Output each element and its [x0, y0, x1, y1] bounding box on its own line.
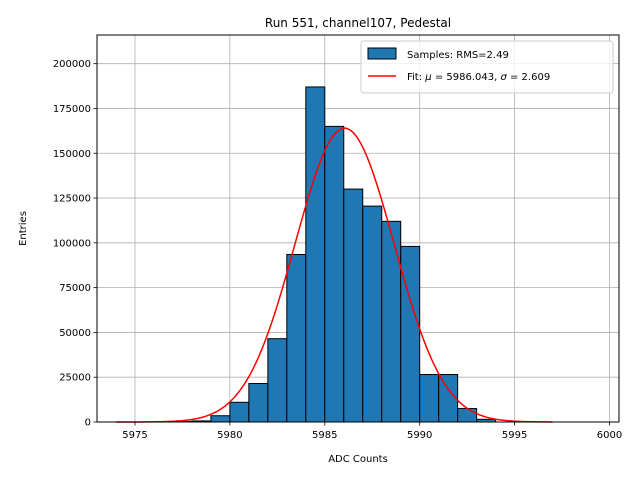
- y-tick-label: 25000: [59, 373, 91, 384]
- y-tick-label: 0: [85, 418, 91, 429]
- histogram-bar: [362, 205, 383, 423]
- legend-label-fit: Fit: μ = 5986.043, σ = 2.609: [407, 72, 550, 83]
- fit-curve-layer: [115, 127, 553, 423]
- x-tick-label: 5995: [502, 430, 527, 441]
- histogram-bar: [324, 125, 345, 423]
- x-tick-label: 5985: [312, 430, 337, 441]
- histogram-bar: [457, 408, 478, 423]
- fit-curve: [115, 127, 553, 423]
- y-tick-label: 150000: [53, 149, 91, 160]
- histogram-bar: [210, 415, 231, 423]
- y-axis-title: Entries: [18, 211, 29, 246]
- x-tick-label: 6000: [597, 430, 622, 441]
- histogram-bar: [305, 86, 326, 423]
- fit-label-mu-value: = 5986.043,: [432, 72, 501, 83]
- histogram-bar: [419, 374, 440, 423]
- y-tick-label: 125000: [53, 194, 91, 205]
- fit-label-sigma-value: = 2.609: [507, 72, 550, 83]
- histogram-bar: [343, 188, 364, 423]
- fit-label-prefix: Fit:: [407, 72, 425, 83]
- sigma-symbol: σ: [500, 72, 507, 83]
- legend-box: [360, 40, 614, 94]
- histogram-bar: [229, 401, 250, 423]
- mu-symbol: μ: [424, 72, 431, 83]
- x-tick-label: 5975: [122, 430, 147, 441]
- histogram-bar: [286, 253, 307, 423]
- legend-swatch-histogram: [367, 47, 397, 60]
- y-tick-label: 50000: [59, 328, 91, 339]
- legend: Samples: RMS=2.49 Fit: μ = 5986.043, σ =…: [360, 40, 614, 94]
- histogram-bar: [400, 245, 421, 423]
- histogram-bar: [381, 220, 402, 423]
- y-tick-label: 100000: [53, 238, 91, 249]
- chart-title: Run 551, channel107, Pedestal: [265, 16, 451, 30]
- legend-label-histogram: Samples: RMS=2.49: [407, 50, 509, 61]
- x-tick-label: 5990: [407, 430, 432, 441]
- plot-frame: [96, 34, 620, 423]
- x-tick-label: 5980: [217, 430, 242, 441]
- y-axis: 0 25000 50000 75000 100000 125000 150000 175000…: [53, 59, 97, 429]
- histogram-bar: [267, 338, 288, 423]
- x-axis: 5975 5980 5985 5990 5995 6000: [122, 422, 622, 441]
- histogram-bar: [248, 382, 269, 423]
- y-tick-label: 75000: [59, 283, 91, 294]
- y-tick-label: 175000: [53, 104, 91, 115]
- x-axis-title: ADC Counts: [328, 454, 388, 465]
- y-tick-label: 200000: [53, 59, 91, 70]
